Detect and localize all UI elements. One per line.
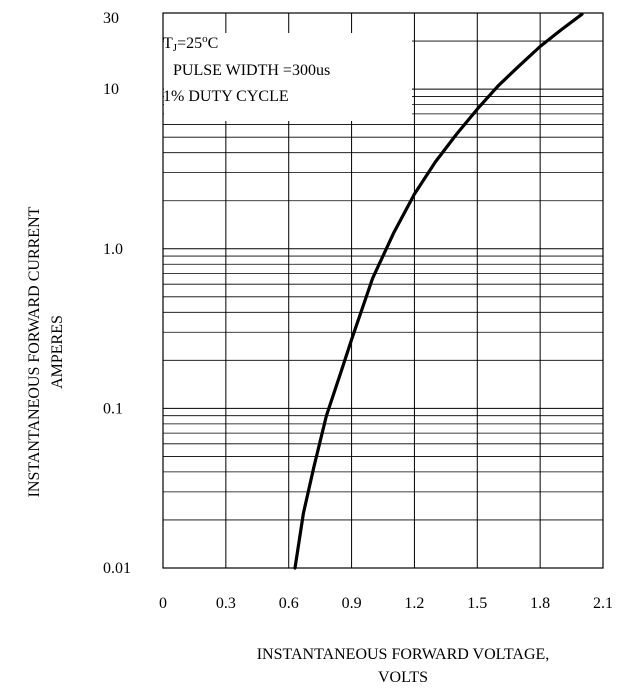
annotation-background — [164, 33, 412, 121]
x-tick-label-2: 0.6 — [279, 595, 299, 612]
y-axis-label-line2: AMPERES — [49, 315, 66, 389]
x-tick-label-7: 2.1 — [593, 595, 613, 612]
x-tick-labels: 0 0.3 0.6 0.9 1.2 1.5 1.8 2.1 — [159, 595, 613, 612]
y-axis-label-line1: INSTANTANEOUS FORWARD CURRENT — [26, 206, 43, 497]
plot-frame — [162, 12, 604, 569]
annotation-temp-main: T — [163, 35, 173, 52]
annotation-duty-cycle: 1% DUTY CYCLE — [163, 88, 289, 105]
x-tick-label-0: 0 — [159, 595, 167, 612]
annotation-temperature: TJ=25oC — [163, 33, 218, 54]
annotation-temp-unit: C — [208, 35, 219, 52]
annotation-temp-degree: o — [202, 33, 208, 45]
x-tick-label-1: 0.3 — [216, 595, 236, 612]
x-axis-label-line2: VOLTS — [378, 669, 428, 686]
x-tick-label-4: 1.2 — [404, 595, 424, 612]
x-tick-label-5: 1.5 — [467, 595, 487, 612]
annotation-temp-value: =25 — [177, 35, 202, 52]
x-tick-label-6: 1.8 — [530, 595, 550, 612]
y-tick-label-4: 30 — [103, 10, 119, 27]
y-tick-label-3: 10 — [103, 81, 119, 98]
forward-curve-series — [293, 12, 584, 570]
x-axis-label-line1: INSTANTANEOUS FORWARD VOLTAGE, — [257, 646, 550, 663]
annotation-box — [164, 33, 412, 121]
x-tick-label-3: 0.9 — [342, 595, 362, 612]
annotation-pulse-width: PULSE WIDTH =300us — [173, 62, 330, 79]
annotation-block: TJ=25oC PULSE WIDTH =300us 1% DUTY CYCLE — [163, 33, 330, 105]
y-tick-label-1: 0.1 — [103, 400, 123, 417]
forward-curve-line — [293, 12, 584, 570]
y-tick-labels: 0.01 0.1 1.0 10 30 — [103, 10, 131, 577]
annotation-temp-sub: J — [173, 42, 178, 54]
y-tick-label-0: 0.01 — [103, 560, 131, 577]
plot-border — [162, 12, 604, 569]
y-tick-label-2: 1.0 — [103, 241, 123, 258]
